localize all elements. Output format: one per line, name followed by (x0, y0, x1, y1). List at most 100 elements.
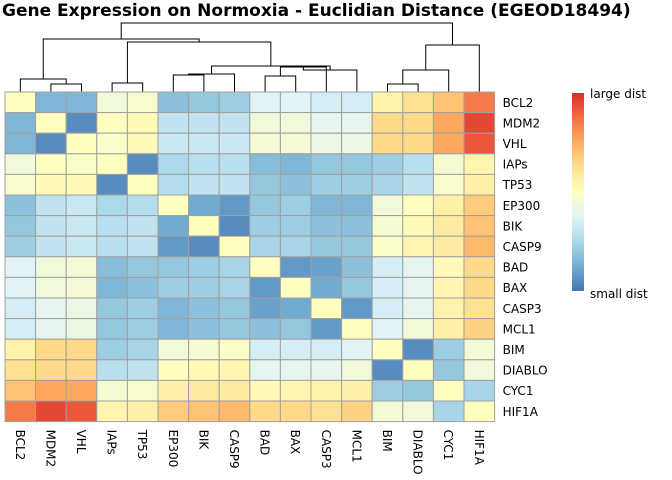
heatmap-cell-tp53-bik (188, 173, 220, 196)
heatmap-cell-ep300-vhl (65, 194, 98, 217)
row-label-vhl: VHL (503, 137, 527, 151)
heatmap-cell-bad-bik (188, 256, 220, 278)
column-label-tp53: TP53 (135, 429, 149, 460)
heatmap-cell-bad-casp3 (310, 256, 343, 278)
heatmap-cell-bim-ep300 (157, 338, 190, 361)
heatmap-cell-bad-vhl (65, 256, 98, 278)
heatmap-cell-bim-hif1a (463, 338, 496, 361)
column-label-cyc1: CYC1 (441, 430, 455, 461)
row-label-iaps: IAPs (503, 158, 528, 172)
heatmap-cell-vhl-bax (279, 132, 312, 155)
heatmap-cell-casp9-iaps (96, 235, 128, 258)
heatmap-cell-vhl-bcl2 (4, 132, 37, 155)
heatmap-cell-diablo-bik (188, 359, 220, 381)
heatmap-cell-bax-bad (249, 276, 281, 299)
heatmap-cell-diablo-ep300 (157, 359, 190, 381)
heatmap-cell-vhl-tp53 (126, 132, 159, 155)
heatmap-cell-mcl1-bad (249, 318, 281, 340)
heatmap-cell-tp53-iaps (96, 173, 128, 196)
heatmap-cell-hif1a-bik (188, 400, 220, 423)
heatmap-cell-cyc1-bad (249, 379, 281, 402)
heatmap-cell-bik-casp3 (310, 215, 343, 237)
heatmap-cell-cyc1-ep300 (157, 379, 190, 402)
row-label-ep300: EP300 (503, 199, 541, 213)
row-label-mdm2: MDM2 (503, 116, 541, 130)
heatmap-cell-ep300-tp53 (126, 194, 159, 217)
heatmap-cell-cyc1-iaps (96, 379, 128, 402)
heatmap-cell-casp9-bcl2 (4, 235, 37, 258)
dendrogram-branch (42, 38, 200, 79)
heatmap-cell-ep300-iaps (96, 194, 128, 217)
heatmap-cell-mdm2-vhl (65, 112, 98, 134)
heatmap-cell-bax-diablo (402, 276, 434, 299)
heatmap-cell-cyc1-bax (279, 379, 312, 402)
heatmap-cell-bim-diablo (402, 338, 434, 361)
heatmap-cell-bad-diablo (402, 256, 434, 278)
heatmap-cell-mdm2-bim (371, 112, 404, 134)
heatmap-cell-bad-mcl1 (341, 256, 373, 278)
heatmap-cell-vhl-hif1a (463, 132, 496, 155)
heatmap-cell-iaps-iaps (96, 153, 128, 175)
dendrogram-branch (19, 78, 67, 92)
heatmap-cell-diablo-vhl (65, 359, 98, 381)
heatmap-cell-bad-cyc1 (432, 256, 465, 278)
heatmap-cell-bcl2-bcl2 (4, 91, 37, 114)
heatmap-cell-casp9-hif1a (463, 235, 496, 258)
heatmap-cell-mdm2-cyc1 (432, 112, 465, 134)
heatmap-cell-casp9-bik (188, 235, 220, 258)
heatmap-cell-cyc1-tp53 (126, 379, 159, 402)
heatmap-cell-casp9-mcl1 (341, 235, 373, 258)
heatmap-cell-hif1a-mcl1 (341, 400, 373, 423)
heatmap-cell-bad-casp9 (218, 256, 251, 278)
heatmap-cell-vhl-bim (371, 132, 404, 155)
heatmap-cell-bax-mcl1 (341, 276, 373, 299)
heatmap-cell-casp3-cyc1 (432, 297, 465, 320)
heatmap-cell-iaps-bik (188, 153, 220, 175)
legend-color-bar (572, 93, 584, 291)
heatmap-cell-bcl2-bik (188, 91, 220, 114)
heatmap-cell-vhl-mcl1 (341, 132, 373, 155)
heatmap-cell-bad-tp53 (126, 256, 159, 278)
heatmap-cell-mdm2-hif1a (463, 112, 496, 134)
heatmap-cell-casp3-mcl1 (341, 297, 373, 320)
heatmap-cell-iaps-cyc1 (432, 153, 465, 175)
heatmap-cell-diablo-mdm2 (35, 359, 67, 381)
row-label-tp53: TP53 (502, 178, 533, 192)
heatmap-cell-hif1a-bad (249, 400, 281, 423)
heatmap-cell-ep300-bad (249, 194, 281, 217)
heatmap-cell-iaps-tp53 (126, 153, 159, 175)
heatmap-cell-hif1a-bax (279, 400, 312, 423)
heatmap-cell-tp53-ep300 (157, 173, 190, 196)
heatmap-cell-cyc1-mdm2 (35, 379, 67, 402)
column-label-vhl: VHL (74, 430, 88, 454)
heatmap-cell-iaps-casp9 (218, 153, 251, 175)
dendrogram-branch (126, 41, 272, 83)
row-label-bim: BIM (503, 343, 525, 357)
heatmap-cell-bax-bcl2 (4, 276, 37, 299)
color-legend: large dist small dist (572, 87, 648, 301)
heatmap-cell-bik-mdm2 (35, 215, 67, 237)
heatmap-cell-cyc1-diablo (402, 379, 434, 402)
heatmap-cell-iaps-bim (371, 153, 404, 175)
heatmap-cell-bik-cyc1 (432, 215, 465, 237)
legend-high-label: large dist (590, 87, 646, 101)
chart-title: Gene Expression on Normoxia - Euclidian … (2, 1, 631, 21)
heatmap-cell-bim-casp3 (310, 338, 343, 361)
heatmap-cell-bcl2-iaps (96, 91, 128, 114)
dendrogram-branch (402, 69, 450, 92)
heatmap-cell-mdm2-bad (249, 112, 281, 134)
heatmap-cell-hif1a-iaps (96, 400, 128, 423)
column-label-bax: BAX (288, 430, 302, 455)
heatmap-cell-mdm2-mcl1 (341, 112, 373, 134)
heatmap-cell-casp3-casp3 (310, 297, 343, 320)
heatmap-cell-casp9-vhl (65, 235, 98, 258)
heatmap-cell-bik-bim (371, 215, 404, 237)
heatmap-cell-cyc1-mcl1 (341, 379, 373, 402)
heatmap-cell-bad-bax (279, 256, 312, 278)
heatmap-cell-mcl1-casp9 (218, 318, 251, 340)
heatmap-cell-bcl2-hif1a (463, 91, 496, 114)
heatmap-cell-mdm2-ep300 (157, 112, 190, 134)
heatmap-cell-casp3-iaps (96, 297, 128, 320)
column-label-hif1a: HIF1A (472, 430, 486, 466)
dendrogram-branch (120, 22, 454, 45)
